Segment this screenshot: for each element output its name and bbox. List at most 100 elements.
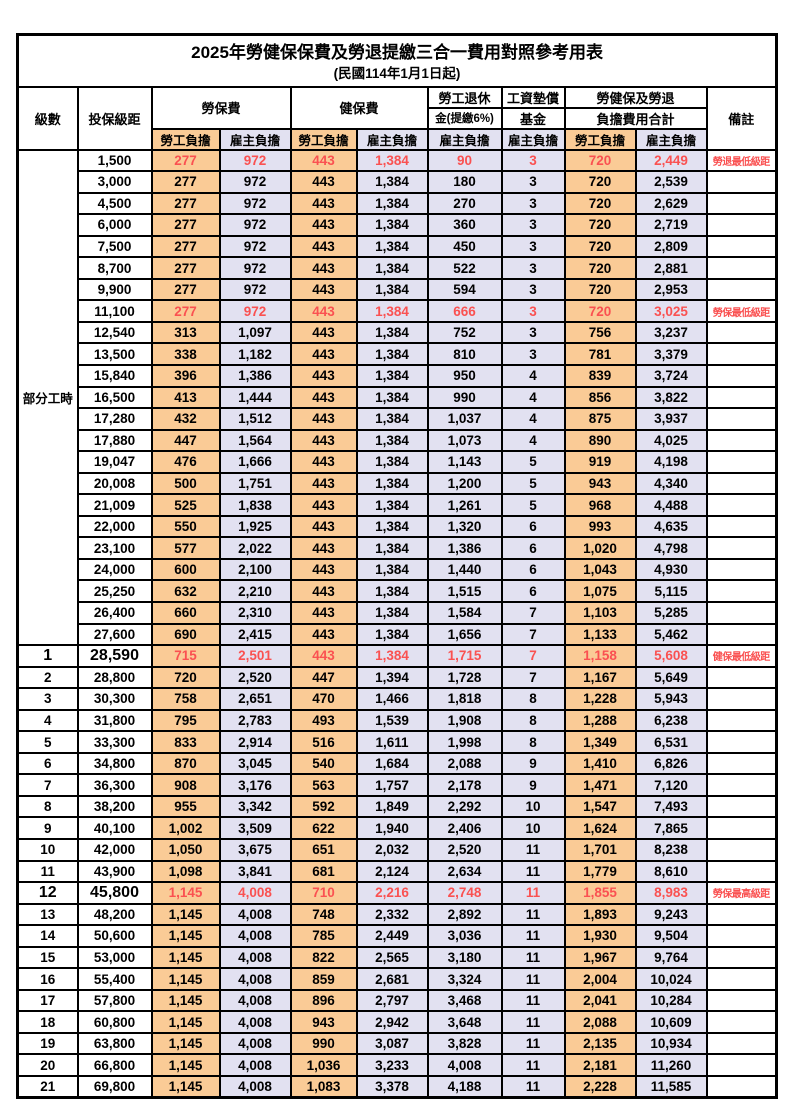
bracket-cell: 19,047: [76, 450, 153, 474]
total-employer-cell: 7,865: [634, 816, 708, 840]
labor-fee-employer-cell: 972: [218, 234, 292, 259]
wage-fund-employer-cell: 6: [500, 557, 566, 582]
labor-fee-employer-cell: 4,008: [218, 967, 292, 991]
total-employer-cell: 9,504: [634, 924, 708, 948]
header-row-3: 勞工負擔 雇主負擔 勞工負擔 雇主負擔 雇主負擔 雇主負擔 勞工負擔 雇主負擔: [18, 127, 777, 151]
subheader-labor-employer-share: 雇主負擔: [218, 127, 292, 151]
health-fee-employee-cell: 443: [289, 557, 358, 582]
labor-fee-employer-cell: 972: [218, 148, 292, 173]
total-employer-cell: 11,585: [634, 1075, 708, 1099]
bracket-cell: 53,000: [76, 945, 153, 970]
level-cell: 1: [16, 644, 79, 668]
table-row: 19 63,800 1,145 4,008 990 3,087 3,828 11 2,135 10…: [16, 1031, 778, 1056]
pension-employer-cell: 4,008: [426, 1053, 503, 1077]
pension-employer-cell: 180: [426, 170, 503, 194]
level-cell: 13: [16, 902, 79, 927]
total-employee-cell: 1,893: [563, 902, 637, 927]
table-row: 3,000 277 972 443 1,384 180 3 720 2,539: [18, 170, 778, 194]
total-employee-cell: 1,349: [563, 730, 637, 754]
pension-employer-cell: 522: [426, 256, 503, 280]
health-fee-employee-cell: 443: [289, 277, 358, 302]
health-fee-employee-cell: 443: [289, 514, 358, 539]
level-cell: 4: [16, 708, 79, 733]
bracket-cell: 9,900: [76, 277, 153, 302]
remark-cell: [705, 493, 778, 517]
total-employer-cell: 3,237: [634, 320, 708, 345]
total-employee-cell: 1,701: [563, 838, 637, 862]
table-row: 25,250 632 2,210 443 1,384 1,515 6 1,075 5,115: [18, 579, 778, 603]
labor-fee-employee-cell: 908: [150, 773, 221, 797]
total-employer-cell: 5,943: [634, 687, 708, 711]
health-fee-employer-cell: 2,332: [355, 902, 429, 927]
labor-fee-employer-cell: 2,022: [218, 536, 292, 560]
title-row: 2025年勞健保保費及勞退提繳三合一費用對照參考用表 (民國114年1月1日起): [16, 33, 778, 88]
remark-cell: [705, 471, 778, 496]
wage-fund-employer-cell: 10: [500, 794, 566, 819]
remark-cell: [705, 1010, 778, 1034]
total-employee-cell: 839: [563, 363, 637, 388]
wage-fund-employer-cell: 11: [500, 902, 566, 927]
table-row: 14 50,600 1,145 4,008 785 2,449 3,036 11 1,930 9,…: [16, 924, 778, 948]
bracket-cell: 25,250: [76, 579, 153, 603]
labor-fee-employee-cell: 277: [150, 170, 221, 194]
table-row: 24,000 600 2,100 443 1,384 1,440 6 1,043 4,930: [18, 557, 778, 582]
wage-fund-employer-cell: 4: [500, 428, 566, 453]
pension-employer-cell: 1,440: [426, 557, 503, 582]
health-fee-employee-cell: 859: [289, 967, 358, 991]
wage-fund-employer-cell: 11: [500, 988, 566, 1013]
labor-fee-employer-cell: 4,008: [218, 881, 292, 905]
remark-cell: [705, 601, 778, 625]
total-employee-cell: 720: [563, 213, 637, 237]
labor-fee-employer-cell: 4,008: [218, 1053, 292, 1077]
wage-fund-employer-cell: 5: [500, 493, 566, 517]
health-fee-employee-cell: 443: [289, 299, 358, 323]
labor-fee-employee-cell: 795: [150, 708, 221, 733]
health-fee-employer-cell: 1,466: [355, 687, 429, 711]
health-fee-employee-cell: 443: [289, 450, 358, 474]
table-row: 21,009 525 1,838 443 1,384 1,261 5 968 4,488: [18, 493, 778, 517]
health-fee-employee-cell: 681: [289, 859, 358, 884]
total-employee-cell: 720: [563, 256, 637, 280]
bracket-cell: 7,500: [76, 234, 153, 259]
pension-employer-cell: 594: [426, 277, 503, 302]
labor-fee-employer-cell: 3,675: [218, 838, 292, 862]
labor-fee-employer-cell: 3,176: [218, 773, 292, 797]
title-cell: 2025年勞健保保費及勞退提繳三合一費用對照參考用表 (民國114年1月1日起): [16, 33, 778, 88]
total-employee-cell: 2,181: [563, 1053, 637, 1077]
remark-cell: [705, 794, 778, 819]
total-employee-cell: 2,041: [563, 988, 637, 1013]
labor-fee-employer-cell: 1,564: [218, 428, 292, 453]
health-fee-employee-cell: 447: [289, 665, 358, 690]
health-fee-employee-cell: 493: [289, 708, 358, 733]
pension-employer-cell: 1,656: [426, 622, 503, 647]
bracket-cell: 55,400: [76, 967, 153, 991]
labor-fee-employer-cell: 2,210: [218, 579, 292, 603]
health-fee-employer-cell: 1,684: [355, 751, 429, 776]
health-fee-employer-cell: 1,384: [355, 191, 429, 216]
level-cell: 8: [16, 794, 79, 819]
remark-cell: [705, 1075, 778, 1099]
wage-fund-employer-cell: 7: [500, 601, 566, 625]
labor-fee-employer-cell: 1,097: [218, 320, 292, 345]
total-employer-cell: 2,449: [634, 148, 708, 173]
health-fee-employee-cell: 822: [289, 945, 358, 970]
total-employee-cell: 1,075: [563, 579, 637, 603]
wage-fund-employer-cell: 3: [500, 170, 566, 194]
bracket-cell: 60,800: [76, 1010, 153, 1034]
total-employer-cell: 6,238: [634, 708, 708, 733]
labor-fee-employee-cell: 277: [150, 256, 221, 280]
pension-employer-cell: 1,515: [426, 579, 503, 603]
wage-fund-employer-cell: 9: [500, 773, 566, 797]
total-employer-cell: 10,024: [634, 967, 708, 991]
labor-fee-employee-cell: 277: [150, 148, 221, 173]
labor-fee-employer-cell: 4,008: [218, 1010, 292, 1034]
total-employee-cell: 781: [563, 342, 637, 366]
remark-cell: [705, 945, 778, 970]
labor-fee-employer-cell: 4,008: [218, 988, 292, 1013]
col-header-level: 級數: [16, 85, 79, 151]
health-fee-employer-cell: 1,539: [355, 708, 429, 733]
pension-employer-cell: 1,037: [426, 407, 503, 431]
wage-fund-employer-cell: 3: [500, 256, 566, 280]
labor-fee-employer-cell: 3,841: [218, 859, 292, 884]
wage-fund-employer-cell: 11: [500, 1075, 566, 1099]
